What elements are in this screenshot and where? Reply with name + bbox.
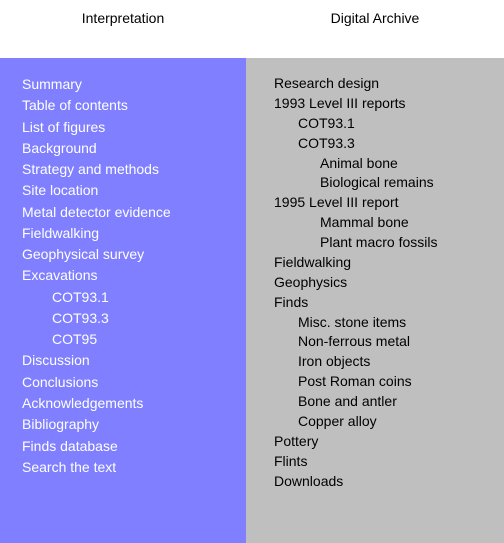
interpretation-header: Interpretation xyxy=(0,0,246,58)
interpretation-item-summary[interactable]: Summary xyxy=(22,74,232,95)
archive-item-misc-stone-items[interactable]: Misc. stone items xyxy=(274,313,490,333)
archive-item-biological-remains[interactable]: Biological remains xyxy=(274,173,490,193)
archive-item-iron-objects[interactable]: Iron objects xyxy=(274,352,490,372)
interpretation-item-background[interactable]: Background xyxy=(22,138,232,159)
archive-item-mammal-bone[interactable]: Mammal bone xyxy=(274,213,490,233)
interpretation-item-bibliography[interactable]: Bibliography xyxy=(22,414,232,435)
archive-item-cot93-1[interactable]: COT93.1 xyxy=(274,114,490,134)
interpretation-item-list-of-figures[interactable]: List of figures xyxy=(22,117,232,138)
digital-archive-header: Digital Archive xyxy=(246,0,504,58)
archive-item-cot93-3[interactable]: COT93.3 xyxy=(274,134,490,154)
archive-item-bone-and-antler[interactable]: Bone and antler xyxy=(274,392,490,412)
interpretation-item-cot95[interactable]: COT95 xyxy=(22,329,232,350)
interpretation-item-fieldwalking[interactable]: Fieldwalking xyxy=(22,223,232,244)
archive-item-copper-alloy[interactable]: Copper alloy xyxy=(274,412,490,432)
interpretation-item-cot93-1[interactable]: COT93.1 xyxy=(22,287,232,308)
archive-item-1995-level-iii-report[interactable]: 1995 Level III report xyxy=(274,193,490,213)
interpretation-item-conclusions[interactable]: Conclusions xyxy=(22,372,232,393)
archive-item-post-roman-coins[interactable]: Post Roman coins xyxy=(274,372,490,392)
interpretation-item-table-of-contents[interactable]: Table of contents xyxy=(22,95,232,116)
archive-item-finds[interactable]: Finds xyxy=(274,293,490,313)
interpretation-item-finds-database[interactable]: Finds database xyxy=(22,436,232,457)
archive-item-pottery[interactable]: Pottery xyxy=(274,432,490,452)
archive-item-non-ferrous-metal[interactable]: Non-ferrous metal xyxy=(274,332,490,352)
interpretation-item-geophysical-survey[interactable]: Geophysical survey xyxy=(22,244,232,265)
archive-item-flints[interactable]: Flints xyxy=(274,452,490,472)
interpretation-item-excavations[interactable]: Excavations xyxy=(22,265,232,286)
archive-item-fieldwalking[interactable]: Fieldwalking xyxy=(274,253,490,273)
interpretation-item-search-the-text[interactable]: Search the text xyxy=(22,457,232,478)
interpretation-item-acknowledgements[interactable]: Acknowledgements xyxy=(22,393,232,414)
archive-item-geophysics[interactable]: Geophysics xyxy=(274,273,490,293)
digital-archive-list: Research design1993 Level III reportsCOT… xyxy=(246,58,504,543)
interpretation-item-site-location[interactable]: Site location xyxy=(22,180,232,201)
two-column-layout: Interpretation SummaryTable of contentsL… xyxy=(0,0,504,543)
interpretation-column: Interpretation SummaryTable of contentsL… xyxy=(0,0,246,543)
interpretation-item-discussion[interactable]: Discussion xyxy=(22,350,232,371)
archive-item-research-design[interactable]: Research design xyxy=(274,74,490,94)
interpretation-item-strategy-and-methods[interactable]: Strategy and methods xyxy=(22,159,232,180)
archive-item-downloads[interactable]: Downloads xyxy=(274,472,490,492)
archive-item-1993-level-iii-reports[interactable]: 1993 Level III reports xyxy=(274,94,490,114)
interpretation-item-metal-detector-evidence[interactable]: Metal detector evidence xyxy=(22,202,232,223)
interpretation-item-cot93-3[interactable]: COT93.3 xyxy=(22,308,232,329)
archive-item-animal-bone[interactable]: Animal bone xyxy=(274,154,490,174)
digital-archive-column: Digital Archive Research design1993 Leve… xyxy=(246,0,504,543)
archive-item-plant-macro-fossils[interactable]: Plant macro fossils xyxy=(274,233,490,253)
interpretation-list: SummaryTable of contentsList of figuresB… xyxy=(0,58,246,543)
